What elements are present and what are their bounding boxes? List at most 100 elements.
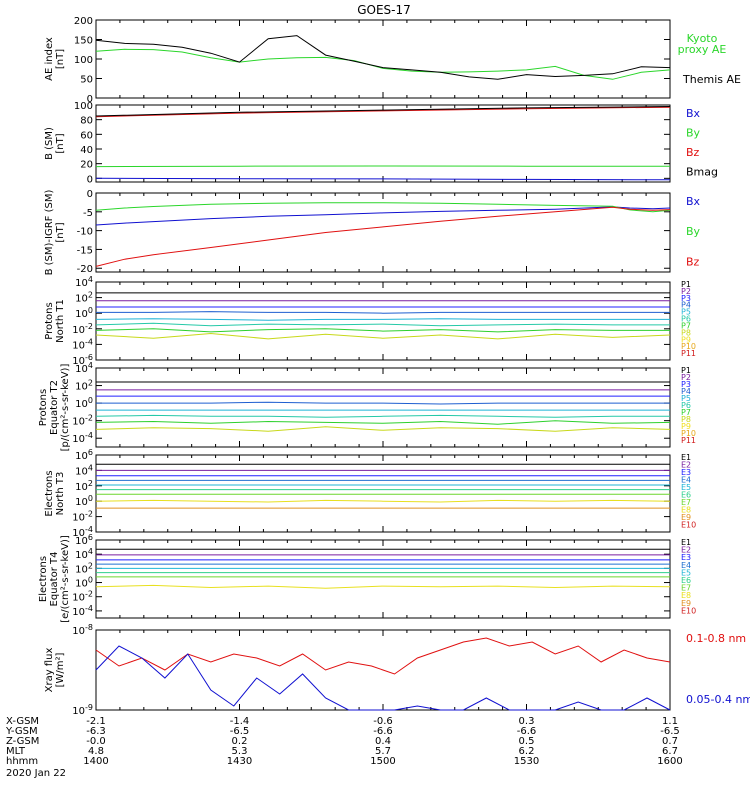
legend-e6: E6 xyxy=(681,576,691,585)
y-tick-label: 10-2 xyxy=(72,414,93,428)
legend-p11: P11 xyxy=(681,436,696,445)
legend-p10: P10 xyxy=(681,429,696,438)
legend-e3: E3 xyxy=(681,553,691,562)
y-tick-label: -10 xyxy=(77,227,93,238)
panel-frame xyxy=(95,19,671,99)
panel-bsm: 0 20 40 60 80 100 B (SM) [nT] Bx By Bz Bmag xyxy=(44,101,718,185)
legend-e5: E5 xyxy=(681,568,691,577)
legend-e7: E7 xyxy=(681,584,691,593)
ephem-value: 0.7 xyxy=(662,736,678,747)
y-axis-label: North T3 xyxy=(55,472,66,516)
series-line-p7 xyxy=(95,420,671,425)
series-line-e8 xyxy=(95,584,671,589)
ephem-row-label-hhmm: hhmm xyxy=(6,756,38,767)
panel-xray: 10-8 10-9 Xray flux [W/m²] 0.1-0.8 nm 0.05-0.… xyxy=(44,623,750,717)
y-tick-label: 104 xyxy=(75,547,93,561)
y-tick-label: -5 xyxy=(83,208,93,219)
panel-frame xyxy=(95,192,671,273)
ephem-value: -6.6 xyxy=(517,726,537,737)
y-tick-label: 80 xyxy=(80,116,93,127)
y-axis-label: AE index xyxy=(44,37,55,81)
legend-e10: E10 xyxy=(681,521,696,530)
y-tick-label: 10-2 xyxy=(72,510,93,524)
series-line-p8 xyxy=(95,426,671,432)
series-line-bz xyxy=(95,106,671,118)
ephem-value: 6.2 xyxy=(519,746,535,757)
ephem-value: 1430 xyxy=(227,756,252,767)
panel-frame xyxy=(95,367,671,448)
ephem-value: -6.5 xyxy=(660,726,680,737)
legend-p11: P11 xyxy=(681,349,696,358)
ephem-row-label-x-gsm: X-GSM xyxy=(6,716,39,727)
y-tick-label: 50 xyxy=(80,75,93,86)
y-axis-label: Protons xyxy=(38,389,49,426)
y-axis-label: [e/(cm²-s-sr-keV)] xyxy=(60,535,71,623)
ephem-value: -1.4 xyxy=(230,716,250,727)
y-tick-label: 100 xyxy=(75,306,93,320)
ephem-row-label-z-gsm: Z-GSM xyxy=(6,736,39,747)
y-tick-label: 10-4 xyxy=(72,431,93,445)
legend-bx: Bx xyxy=(686,195,701,208)
y-axis-label: Xray flux xyxy=(44,648,55,693)
y-tick-label: 150 xyxy=(74,36,93,47)
ephem-value: -6.5 xyxy=(230,726,250,737)
legend-e6: E6 xyxy=(681,491,691,500)
legend-e9: E9 xyxy=(681,513,691,522)
series-line-bmag xyxy=(95,106,671,117)
legend-p10: P10 xyxy=(681,342,696,351)
ephem-value: 1500 xyxy=(370,756,395,767)
y-tick-label: 104 xyxy=(75,275,93,289)
y-tick-label: 0 xyxy=(87,94,93,105)
y-tick-label: 104 xyxy=(75,361,93,375)
series-line-p4 xyxy=(96,311,670,314)
y-axis-label: Electrons xyxy=(44,470,55,516)
y-tick-label: 102 xyxy=(75,379,93,393)
y-tick-label: 102 xyxy=(75,291,93,305)
series-line-bz xyxy=(95,206,671,267)
ephem-value: 5.3 xyxy=(232,746,248,757)
legend-p7: P7 xyxy=(681,408,691,417)
series-line-0-1-0-8-nm xyxy=(95,637,671,675)
ephem-row-label-y-gsm: Y-GSM xyxy=(5,726,38,737)
ephem-value: 6.7 xyxy=(662,746,678,757)
panel-frame xyxy=(95,539,671,619)
legend-bz: Bz xyxy=(686,146,700,159)
y-tick-label: 10-4 xyxy=(72,525,93,539)
ephem-value: 0.2 xyxy=(232,736,248,747)
y-axis-label: Electrons xyxy=(38,556,49,602)
legend-p1: P1 xyxy=(681,366,691,375)
series-line-bx xyxy=(95,177,671,181)
date-label: 2020 Jan 22 xyxy=(6,768,66,779)
ephem-value: -0.0 xyxy=(86,736,106,747)
legend-0-1-0-8-nm: 0.1-0.8 nm xyxy=(686,632,746,645)
ephem-value: 1600 xyxy=(657,756,682,767)
legend-themis-ae: Themis AE xyxy=(682,73,741,86)
y-tick-label: 106 xyxy=(75,448,93,462)
y-axis-label: [p/(cm²-s-sr-keV)] xyxy=(60,364,71,452)
panel-frame xyxy=(95,281,671,361)
legend-p4: P4 xyxy=(681,387,691,396)
y-tick-label: 10-9 xyxy=(72,703,93,717)
series-line-themis-ae xyxy=(95,35,671,80)
ephem-value: 1.1 xyxy=(662,716,678,727)
series-line-p6 xyxy=(95,414,670,418)
legend-p1: P1 xyxy=(681,280,691,289)
y-axis-label: [nT] xyxy=(55,222,66,242)
series-line-by xyxy=(95,165,670,168)
y-tick-label: 10-2 xyxy=(72,590,93,604)
ephem-value: 1400 xyxy=(83,756,108,767)
y-tick-label: 10-2 xyxy=(72,322,93,336)
legend-p9: P9 xyxy=(681,335,691,344)
ephem-value: 4.8 xyxy=(88,746,104,757)
legend-e4: E4 xyxy=(681,561,691,570)
legend-p8: P8 xyxy=(681,328,691,337)
y-axis-label: Equator T2 xyxy=(49,380,60,435)
y-tick-label: 40 xyxy=(80,145,93,156)
legend-p3: P3 xyxy=(681,294,691,303)
legend-e8: E8 xyxy=(681,591,691,600)
y-axis-label: [W/m²] xyxy=(55,652,66,687)
legend-e1: E1 xyxy=(681,453,691,462)
legend-e3: E3 xyxy=(681,468,691,477)
